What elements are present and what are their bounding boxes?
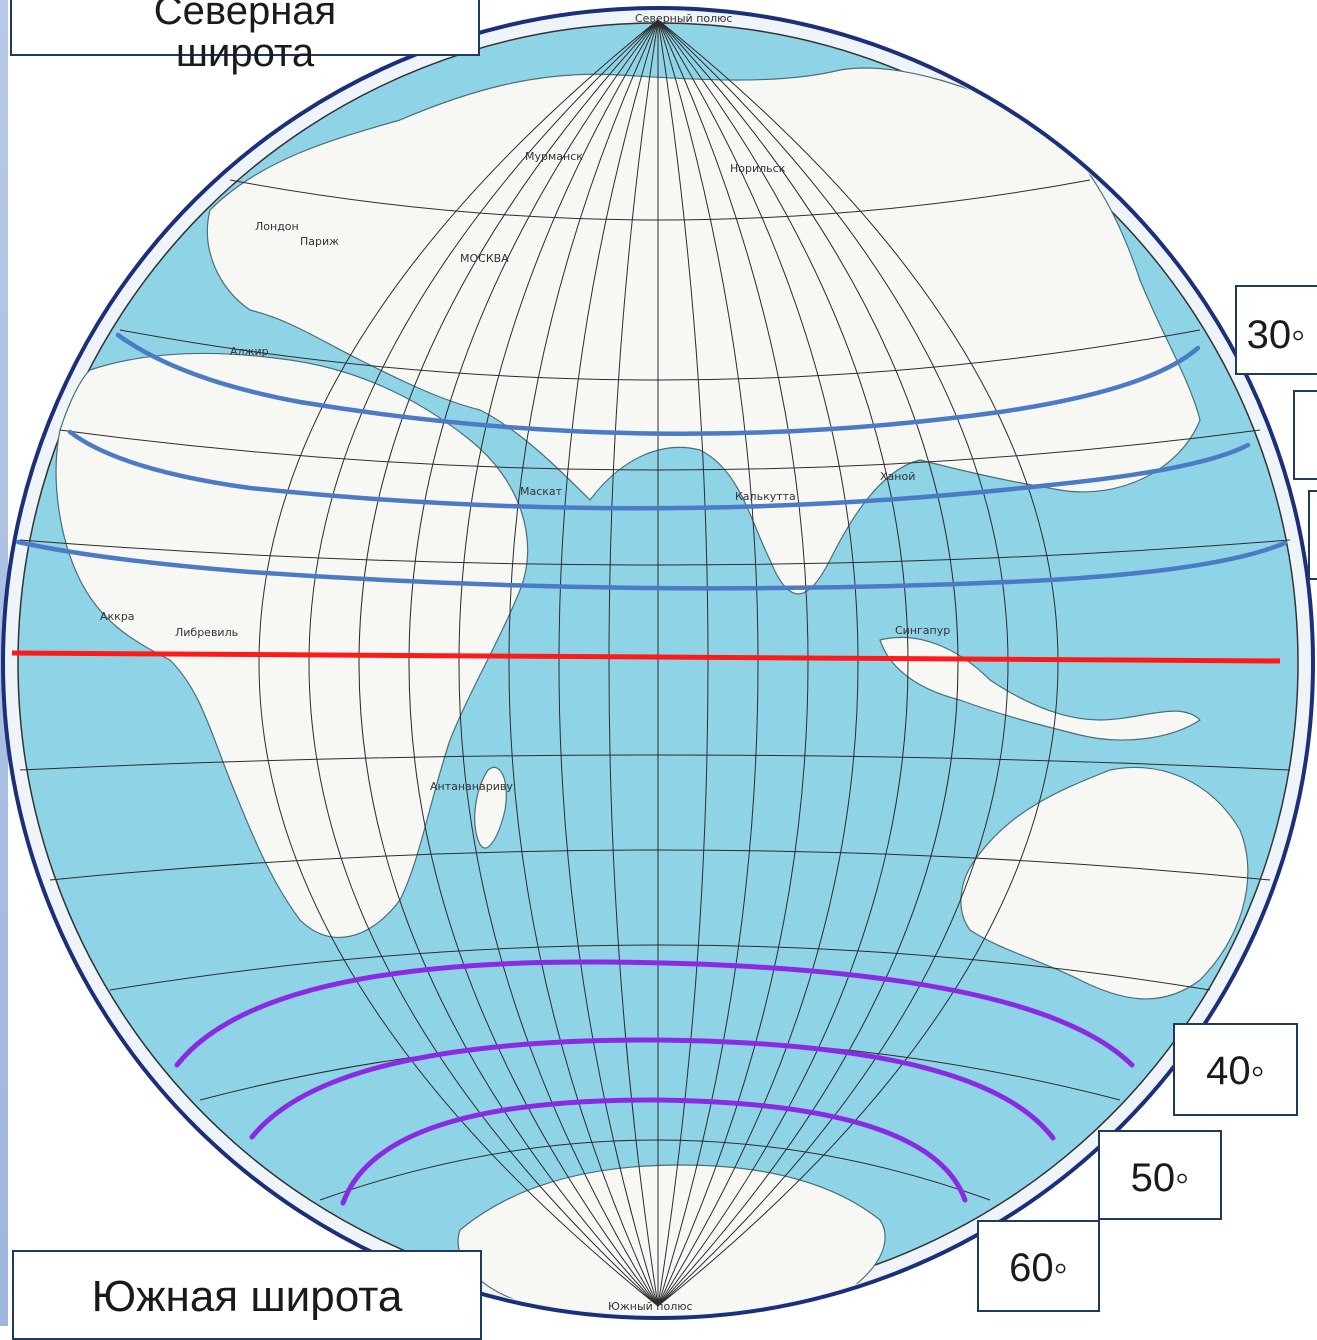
north-pole-label: Северный полюс bbox=[635, 12, 732, 25]
south-parallels bbox=[174, 959, 1135, 1206]
city-label: МОСКВА bbox=[460, 252, 509, 265]
north-latitude-label-box: Северная широта bbox=[10, 0, 480, 74]
city-label: Аккра bbox=[100, 610, 135, 623]
degree-box-30: 30◦ bbox=[1235, 285, 1317, 375]
city-label: Маскат bbox=[520, 485, 563, 498]
indonesia-islands bbox=[879, 636, 1201, 741]
equator-line bbox=[11, 650, 1281, 664]
north-parallel-30 bbox=[115, 332, 1201, 436]
degree-label-60: 60◦ bbox=[1009, 1246, 1068, 1290]
degree-box-20-cropped bbox=[1293, 390, 1317, 480]
north-parallel-10 bbox=[15, 539, 1288, 591]
continents bbox=[55, 67, 1249, 1315]
city-label: Алжир bbox=[230, 345, 269, 358]
city-label: Мурманск bbox=[525, 150, 583, 163]
degree-label-40: 40◦ bbox=[1206, 1049, 1265, 1093]
degree-box-40: 40◦ bbox=[1173, 1023, 1298, 1116]
south-pole-label: Южный полюс bbox=[608, 1300, 693, 1313]
city-label: Сингапур bbox=[895, 624, 950, 637]
north-latitude-label: Северная широта bbox=[153, 0, 337, 75]
madagascar-landmass bbox=[474, 766, 507, 849]
city-label: Ханой bbox=[880, 470, 915, 483]
degree-box-60: 60◦ bbox=[977, 1220, 1100, 1312]
city-labels: Лондон Париж МОСКВА Мурманск Норильск Ал… bbox=[100, 150, 950, 793]
degree-label-30: 30◦ bbox=[1246, 313, 1306, 357]
south-parallel-40 bbox=[174, 959, 1135, 1068]
degree-box-50: 50◦ bbox=[1098, 1130, 1222, 1220]
city-label: Антананариву bbox=[430, 780, 513, 793]
south-parallel-60 bbox=[340, 1097, 968, 1206]
south-latitude-label: Южная широта bbox=[91, 1272, 403, 1321]
city-label: Либревиль bbox=[175, 626, 238, 639]
city-label: Норильск bbox=[730, 162, 786, 175]
eurasia-landmass bbox=[206, 67, 1201, 595]
city-label: Калькутта bbox=[735, 490, 796, 503]
north-parallel-20 bbox=[67, 429, 1251, 511]
south-latitude-label-box: Южная широта bbox=[12, 1250, 482, 1340]
city-label: Лондон bbox=[255, 220, 299, 233]
degree-label-50: 50◦ bbox=[1130, 1156, 1190, 1200]
south-parallel-50 bbox=[249, 1037, 1056, 1141]
degree-box-10-cropped bbox=[1308, 490, 1317, 580]
north-parallels bbox=[15, 332, 1288, 591]
city-label: Париж bbox=[300, 235, 339, 248]
